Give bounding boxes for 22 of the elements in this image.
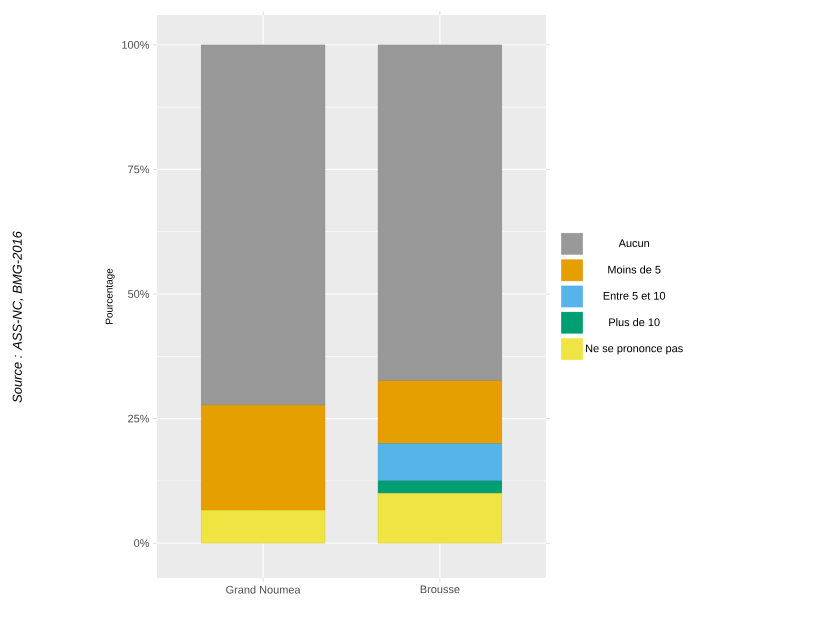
y-tick-label: 75% [128,166,150,174]
x-tick-label: Grand Noumea [226,586,301,594]
y-tick-label: 25% [128,414,150,422]
bar [201,404,326,510]
bar [378,380,502,444]
text: Aucun [618,239,650,248]
source-note: Source : ASS-NC, BMG-2016 [12,231,24,403]
bar [201,510,326,544]
y-tick-label: 0% [134,539,150,548]
bar [378,44,502,381]
legend-label: Ne se prononce pas [586,344,683,354]
legend-label: Plus de 10 [609,318,660,326]
bar [378,493,502,544]
y-axis-title: Pourcentage [106,268,115,324]
bar [378,480,502,494]
y-tick-label: 50% [128,290,150,298]
legend-label: Entre 5 et 10 [604,292,666,300]
bar [378,443,502,481]
y-tick-label: 100% [122,41,150,49]
x-tick-label: Brousse [420,586,460,594]
legend-label: Moins de 5 [608,265,661,274]
bar [201,44,326,406]
